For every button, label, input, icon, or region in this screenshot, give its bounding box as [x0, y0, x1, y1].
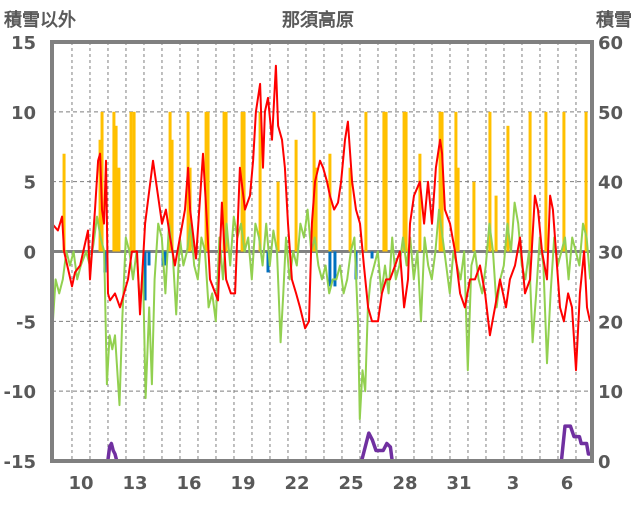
- orange-bar: [314, 167, 318, 252]
- orange-bar: [129, 111, 133, 252]
- orange-bar: [294, 139, 298, 252]
- orange-bar: [544, 111, 548, 252]
- y-right-tick-label: 50: [598, 103, 623, 124]
- blue-bar: [164, 251, 168, 266]
- orange-bar: [584, 111, 588, 252]
- orange-bar: [418, 153, 422, 252]
- orange-bar: [222, 111, 226, 252]
- x-tick-label: 28: [392, 473, 417, 494]
- y-right-tick-label: 0: [598, 452, 611, 473]
- orange-bar: [206, 111, 210, 252]
- orange-bar: [364, 111, 368, 252]
- y-left-tick-label: -15: [3, 452, 36, 473]
- orange-bar: [168, 111, 172, 252]
- orange-bar: [328, 153, 332, 252]
- red-series-line: [51, 64, 591, 372]
- y-right-tick-label: 30: [598, 243, 623, 264]
- orange-bar: [528, 111, 532, 252]
- orange-bar: [112, 111, 116, 252]
- orange-bar: [348, 167, 352, 252]
- orange-bar: [404, 111, 408, 252]
- y-right-tick-label: 40: [598, 173, 623, 194]
- y-left-tick-label: -5: [16, 312, 36, 333]
- blue-bar: [143, 251, 147, 301]
- y-left-tick-label: 5: [23, 173, 36, 194]
- orange-bar: [98, 139, 102, 252]
- orange-bar: [62, 153, 66, 252]
- y-left-tick-label: 10: [11, 103, 36, 124]
- x-tick-label: 31: [446, 473, 471, 494]
- blue-bar: [266, 251, 270, 273]
- orange-bar: [440, 111, 444, 252]
- orange-bar: [382, 111, 386, 252]
- orange-bar: [117, 167, 121, 252]
- blue-bar: [333, 251, 337, 287]
- x-tick-label: 19: [230, 473, 255, 494]
- bars: [62, 111, 588, 301]
- x-tick-label: 10: [68, 473, 93, 494]
- orange-bar: [132, 111, 136, 252]
- x-tick-label: 3: [507, 473, 520, 494]
- y-left-tick-label: -10: [3, 382, 36, 403]
- x-tick-label: 16: [176, 473, 201, 494]
- orange-bar: [472, 181, 476, 252]
- orange-bar: [456, 167, 460, 252]
- blue-bar: [147, 251, 151, 266]
- right-axis-label: 積雪: [595, 9, 632, 31]
- orange-bar: [204, 111, 208, 252]
- orange-bar: [242, 111, 246, 252]
- x-tick-label: 6: [561, 473, 574, 494]
- orange-bar: [454, 111, 458, 252]
- orange-bar: [170, 139, 174, 252]
- orange-bar: [276, 181, 280, 252]
- x-tick-label: 22: [284, 473, 309, 494]
- plot-frame: [50, 40, 594, 463]
- orange-bar: [114, 125, 118, 252]
- blue-bar: [370, 251, 374, 259]
- x-tick-label: 25: [338, 473, 363, 494]
- orange-bar: [494, 195, 498, 252]
- blue-bar: [328, 251, 332, 287]
- left-axis-label: 積雪以外: [3, 9, 76, 31]
- orange-bar: [384, 111, 388, 252]
- purple-series-line: [52, 424, 592, 463]
- y-left-tick-label: 0: [23, 243, 36, 264]
- y-right-tick-label: 20: [598, 312, 623, 333]
- orange-bar: [506, 125, 510, 252]
- y-right-tick-label: 10: [598, 382, 623, 403]
- orange-bar: [224, 111, 228, 252]
- orange-bar: [258, 111, 262, 252]
- chart-title: 那須高原: [282, 9, 354, 31]
- y-left-tick-label: 15: [11, 33, 36, 54]
- orange-bar: [438, 111, 442, 252]
- orange-bar: [488, 111, 492, 252]
- lines: [51, 64, 592, 463]
- orange-bar: [562, 111, 566, 252]
- x-tick-label: 13: [122, 473, 147, 494]
- y-right-tick-label: 60: [598, 33, 623, 54]
- orange-bar: [402, 111, 406, 252]
